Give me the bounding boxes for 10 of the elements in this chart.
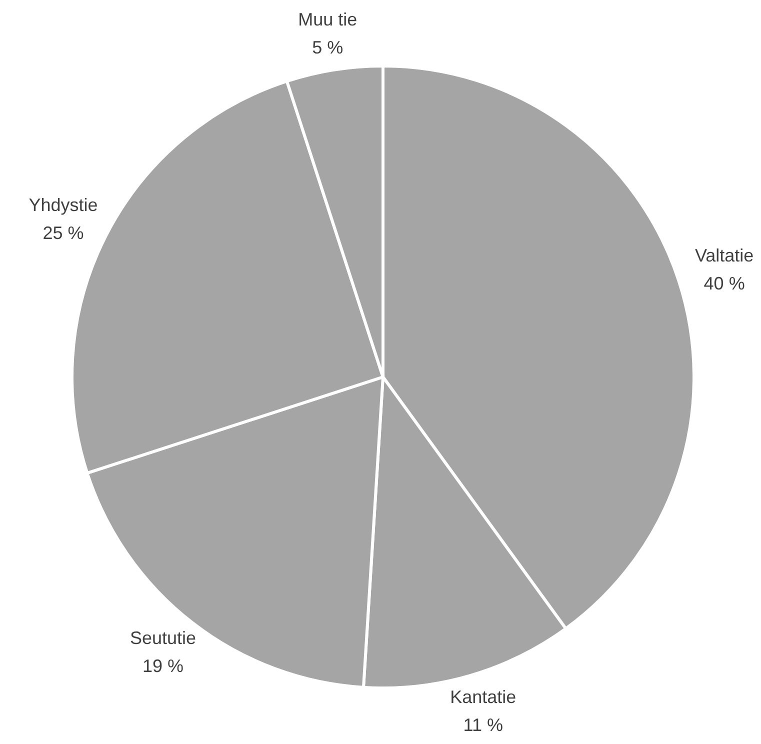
slice-label: Muu tie (298, 9, 358, 30)
data-label: 5 % (312, 37, 344, 58)
slice-label: Seututie (130, 628, 196, 648)
data-label: 11 % (463, 715, 503, 736)
data-label: 25 % (42, 223, 84, 244)
slice-label: Valtatie (694, 245, 754, 266)
slice-label: Kantatie (450, 687, 516, 708)
data-label: 40 % (704, 273, 745, 294)
slice-label: Yhdystie (28, 195, 98, 216)
data-label: 19 % (142, 656, 184, 676)
